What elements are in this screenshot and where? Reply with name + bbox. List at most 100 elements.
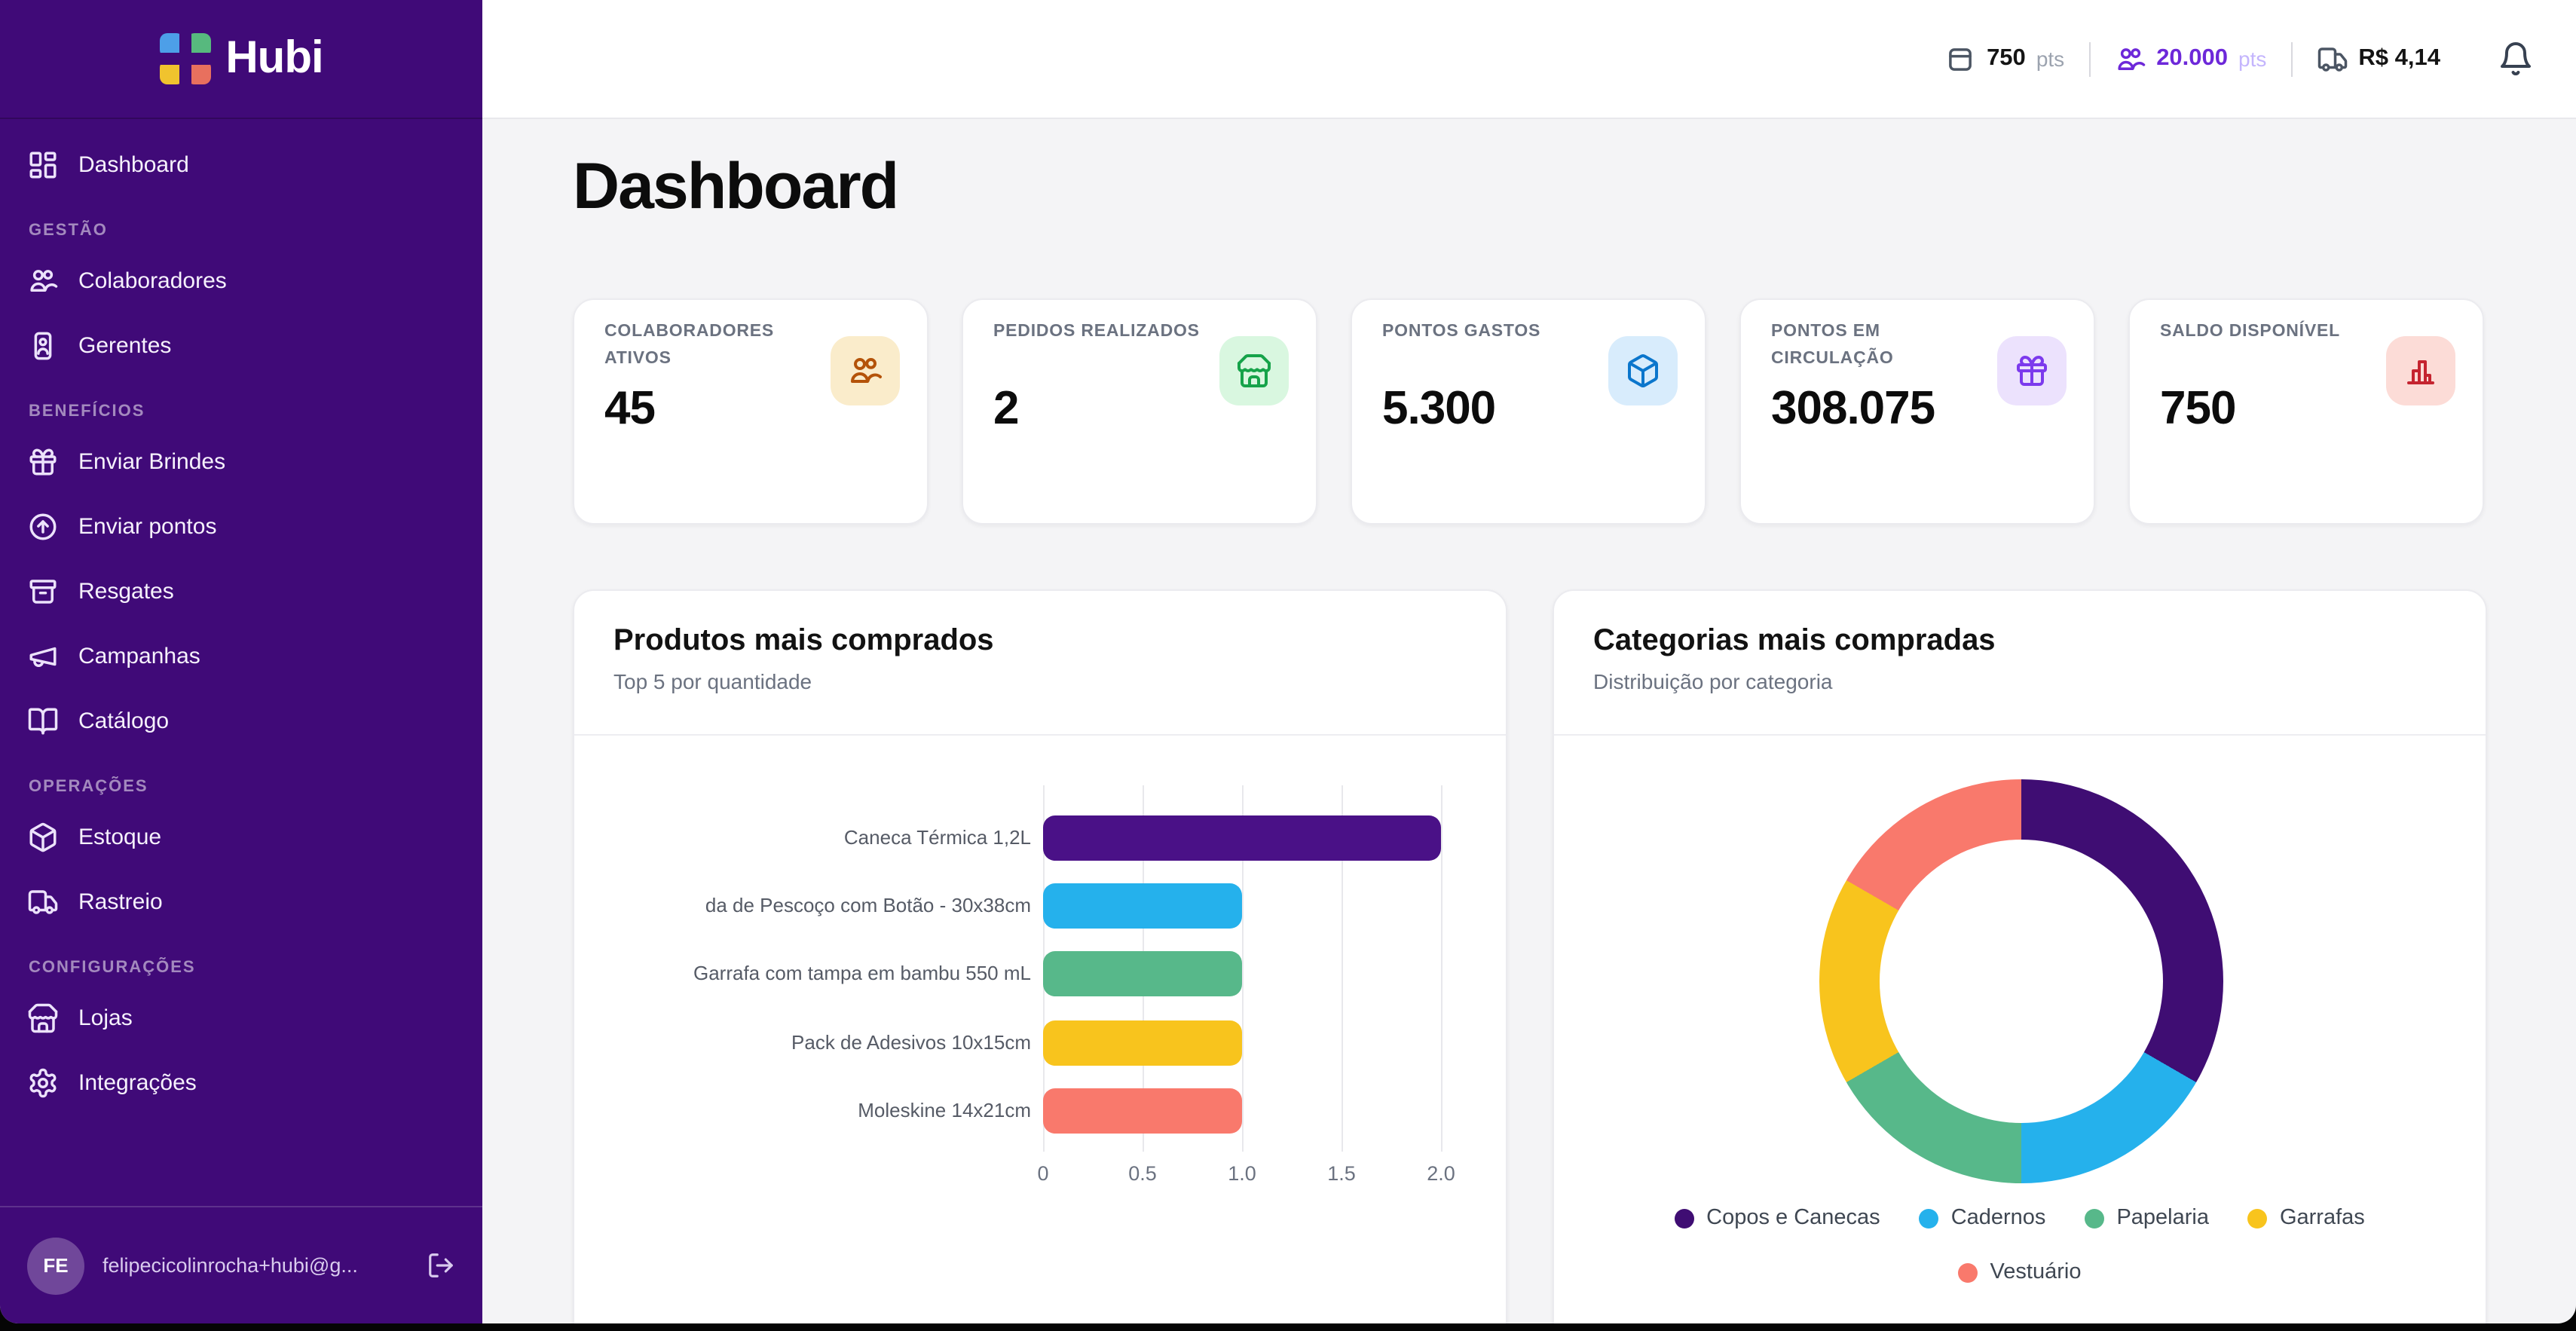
sidebar-item-enviar-pontos[interactable]: Enviar pontos bbox=[27, 499, 461, 553]
donut-chart bbox=[1819, 779, 2223, 1183]
gear-icon bbox=[27, 1066, 59, 1098]
bar-chart-header: Produtos mais comprados Top 5 por quanti… bbox=[574, 591, 1506, 736]
legend-item: Cadernos bbox=[1919, 1206, 2046, 1230]
legend-dot bbox=[2085, 1208, 2105, 1228]
charts-row: Produtos mais comprados Top 5 por quanti… bbox=[573, 589, 2487, 1323]
bar-label: Pack de Adesivos 10x15cm bbox=[791, 1030, 1031, 1054]
gridline bbox=[1342, 785, 1343, 1152]
gift-icon bbox=[2014, 353, 2050, 389]
content: Dashboard COLABORADORES ATIVOS 45 PEDIDO… bbox=[482, 118, 2576, 1323]
legend-dot bbox=[2247, 1208, 2268, 1228]
donut-chart-subtitle: Distribuição por categoria bbox=[1593, 669, 1833, 693]
users-icon bbox=[27, 265, 59, 296]
main-area: 750 pts 20.000 pts R$ 4,14 bbox=[482, 0, 2576, 1323]
bar bbox=[1043, 815, 1441, 860]
bar bbox=[1043, 1088, 1242, 1134]
legend-label: Copos e Canecas bbox=[1706, 1206, 1880, 1230]
circulation-points: 20.000 pts bbox=[2114, 43, 2266, 75]
bar bbox=[1043, 1020, 1242, 1066]
user-area: FE felipecicolinrocha+hubi@g... bbox=[0, 1206, 482, 1323]
legend-label: Cadernos bbox=[1950, 1206, 2046, 1230]
legend-dot bbox=[1675, 1208, 1695, 1228]
page-title: Dashboard bbox=[573, 151, 899, 223]
truck-icon bbox=[27, 886, 59, 917]
sidebar-item-rastreio[interactable]: Rastreio bbox=[27, 874, 461, 929]
donut-chart-title: Categorias mais compradas bbox=[1593, 624, 1996, 657]
notifications-button[interactable] bbox=[2498, 41, 2534, 77]
users-icon bbox=[2114, 43, 2146, 75]
legend-dot bbox=[1958, 1262, 1978, 1282]
stat-card-saldo-disponivel: SALDO DISPONÍVEL 750 bbox=[2128, 298, 2484, 525]
store-icon-badge bbox=[1219, 336, 1289, 405]
legend-label: Vestuário bbox=[1990, 1260, 2082, 1284]
sidebar-item-dashboard[interactable]: Dashboard bbox=[27, 137, 461, 191]
sidebar-item-estoque[interactable]: Estoque bbox=[27, 809, 461, 864]
user-email: felipecicolinrocha+hubi@g... bbox=[102, 1254, 358, 1277]
logout-button[interactable] bbox=[427, 1251, 455, 1280]
id-card-icon bbox=[27, 329, 59, 361]
donut-chart-header: Categorias mais compradas Distribuição p… bbox=[1554, 591, 2486, 736]
gift-icon bbox=[27, 445, 59, 477]
sidebar-item-lojas[interactable]: Lojas bbox=[27, 990, 461, 1045]
truck-icon bbox=[2316, 43, 2348, 75]
gridline bbox=[1242, 785, 1244, 1152]
logo: Hubi bbox=[0, 0, 482, 119]
legend-item: Vestuário bbox=[1958, 1260, 2082, 1284]
dashboard-icon bbox=[27, 148, 59, 180]
box-icon bbox=[1625, 353, 1661, 389]
x-axis-tick: 1.5 bbox=[1327, 1162, 1356, 1185]
bar-chart-card: Produtos mais comprados Top 5 por quanti… bbox=[573, 589, 1507, 1323]
store-icon bbox=[27, 1002, 59, 1033]
x-axis-tick: 1.0 bbox=[1228, 1162, 1256, 1185]
stat-cards-row: COLABORADORES ATIVOS 45 PEDIDOS REALIZAD… bbox=[573, 298, 2487, 525]
sidebar-item-integracoes[interactable]: Integrações bbox=[27, 1055, 461, 1109]
stat-card-pontos-gastos: PONTOS GASTOS 5.300 bbox=[1351, 298, 1706, 525]
divider bbox=[2088, 41, 2091, 76]
x-axis-tick: 2.0 bbox=[1427, 1162, 1455, 1185]
users-icon bbox=[847, 353, 883, 389]
section-label-configuracoes: CONFIGURAÇÕES bbox=[29, 959, 196, 977]
legend-dot bbox=[1919, 1208, 1939, 1228]
bar-chart-icon-badge bbox=[2386, 336, 2455, 405]
bar bbox=[1043, 951, 1242, 997]
sidebar: Hubi Dashboard GESTÃO Colaboradores Gere… bbox=[0, 0, 482, 1323]
wallet-points: 750 pts bbox=[1944, 43, 2064, 75]
wallet-icon bbox=[1944, 43, 1976, 75]
donut-legend-row-2: Vestuário bbox=[1554, 1260, 2486, 1284]
box-icon-badge bbox=[1608, 336, 1678, 405]
sidebar-item-catalogo[interactable]: Catálogo bbox=[27, 693, 461, 748]
legend-label: Papelaria bbox=[2116, 1206, 2209, 1230]
donut-legend-row-1: Copos e Canecas Cadernos Papelaria Garrafas bbox=[1554, 1206, 2486, 1230]
book-open-icon bbox=[27, 705, 59, 736]
legend-item: Copos e Canecas bbox=[1675, 1206, 1880, 1230]
legend-item: Papelaria bbox=[2085, 1206, 2209, 1230]
bar-chart-area: 0 0.5 1.0 1.5 2.0 Caneca Térmica 1,2L da de Pe… bbox=[574, 736, 1506, 1323]
x-axis-tick: 0 bbox=[1037, 1162, 1049, 1185]
sidebar-item-colaboradores[interactable]: Colaboradores bbox=[27, 253, 461, 308]
bar-label: Caneca Térmica 1,2L bbox=[843, 825, 1031, 848]
bar bbox=[1043, 883, 1242, 929]
megaphone-icon bbox=[27, 640, 59, 672]
gift-icon-badge bbox=[1997, 336, 2067, 405]
bar-chart-subtitle: Top 5 por quantidade bbox=[613, 669, 812, 693]
stat-card-colaboradores-ativos: COLABORADORES ATIVOS 45 bbox=[573, 298, 929, 525]
store-icon bbox=[1236, 353, 1272, 389]
stat-card-pedidos-realizados: PEDIDOS REALIZADOS 2 bbox=[962, 298, 1317, 525]
legend-item: Garrafas bbox=[2247, 1206, 2365, 1230]
log-out-icon bbox=[427, 1251, 455, 1280]
sidebar-item-enviar-brindes[interactable]: Enviar Brindes bbox=[27, 434, 461, 488]
logo-text: Hubi bbox=[225, 33, 323, 83]
box-icon bbox=[27, 821, 59, 852]
sidebar-item-gerentes[interactable]: Gerentes bbox=[27, 318, 461, 372]
bar-label: da de Pescoço com Botão - 30x38cm bbox=[705, 893, 1031, 916]
divider bbox=[2290, 41, 2293, 76]
section-label-operacoes: OPERAÇÕES bbox=[29, 778, 148, 796]
donut-chart-card: Categorias mais compradas Distribuição p… bbox=[1553, 589, 2487, 1323]
sidebar-item-resgates[interactable]: Resgates bbox=[27, 564, 461, 618]
bell-icon bbox=[2498, 41, 2534, 77]
shipping-balance: R$ 4,14 bbox=[2316, 43, 2440, 75]
sidebar-item-campanhas[interactable]: Campanhas bbox=[27, 629, 461, 683]
topbar: 750 pts 20.000 pts R$ 4,14 bbox=[482, 0, 2576, 119]
legend-label: Garrafas bbox=[2279, 1206, 2365, 1230]
x-axis-tick: 0.5 bbox=[1128, 1162, 1157, 1185]
